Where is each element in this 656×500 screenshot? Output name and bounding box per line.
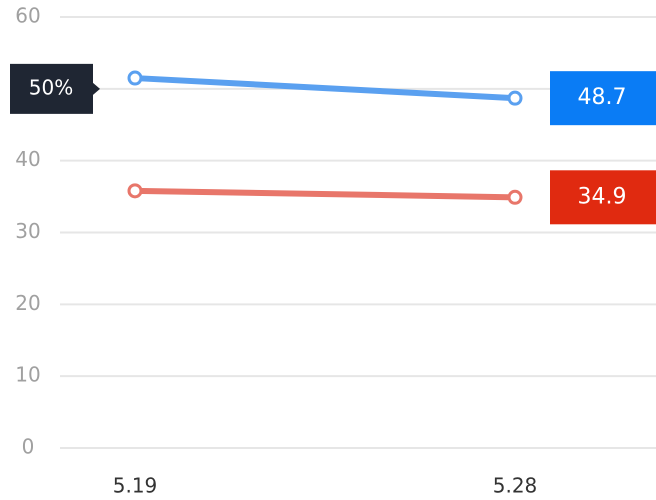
x-tick-label: 5.28 [493, 474, 538, 498]
point [127, 183, 143, 199]
series-line [132, 187, 518, 201]
point [507, 90, 523, 106]
end-label-box [550, 170, 656, 225]
end-label: 48.7 [578, 85, 627, 110]
y-tick-label: 10 [15, 363, 40, 387]
y-tick-label: 40 [15, 147, 40, 171]
series-line [132, 75, 518, 102]
x-tick-label: 5.19 [113, 474, 158, 498]
point [127, 70, 143, 86]
y-tick-label: 60 [15, 4, 40, 28]
y-tick-label: 50% [29, 75, 73, 99]
y-tick-label: 0 [22, 435, 35, 459]
y-tick-badge [10, 63, 100, 114]
end-label-box [550, 71, 656, 126]
end-label: 34.9 [578, 184, 627, 209]
point [507, 189, 523, 205]
y-tick-label: 20 [15, 291, 40, 315]
y-tick-label: 30 [15, 219, 40, 243]
